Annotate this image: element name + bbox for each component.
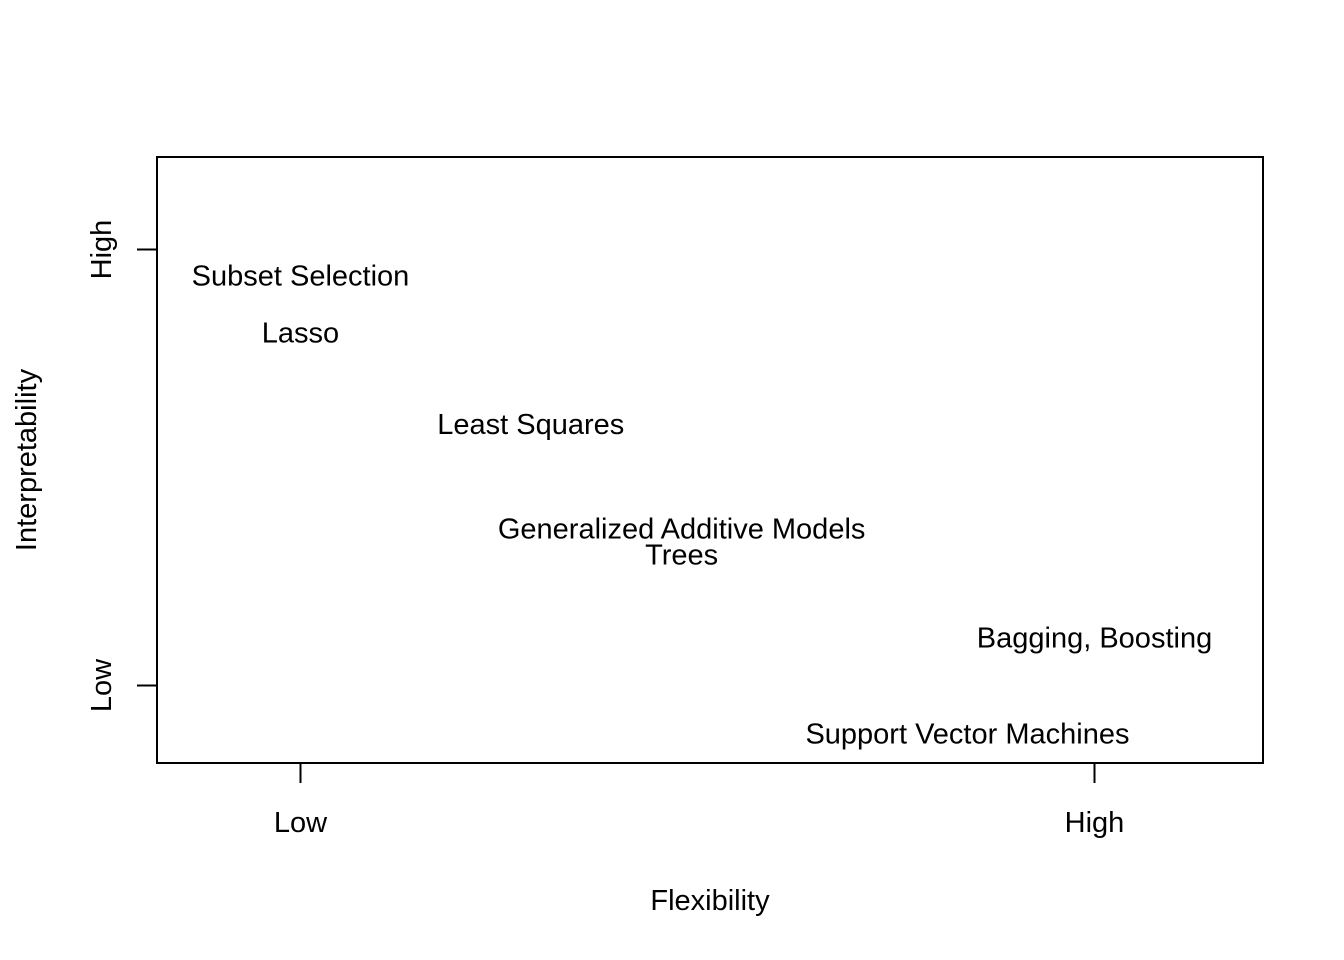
y-axis-title: Interpretability xyxy=(11,368,43,551)
point-label-trees: Trees xyxy=(645,540,718,572)
x-axis-ticks: Low High xyxy=(274,763,1124,839)
point-label-bagging-boosting: Bagging, Boosting xyxy=(977,623,1212,655)
point-label-least-squares: Least Squares xyxy=(437,409,624,441)
point-label-lasso: Lasso xyxy=(262,317,339,349)
y-tick-label-low: Low xyxy=(86,658,118,712)
x-axis-title: Flexibility xyxy=(650,885,770,917)
plot-frame xyxy=(156,156,1264,764)
point-label-generalized-additive-models: Generalized Additive Models xyxy=(498,514,866,546)
y-axis-ticks: Low High xyxy=(86,220,157,712)
point-label-support-vector-machines: Support Vector Machines xyxy=(805,718,1129,750)
x-tick-label-low: Low xyxy=(274,807,328,839)
method-labels: Subset Selection Lasso Least Squares Genera… xyxy=(192,261,1213,751)
point-label-subset-selection: Subset Selection xyxy=(192,261,410,293)
x-tick-label-high: High xyxy=(1065,807,1125,839)
y-tick-label-high: High xyxy=(86,220,118,280)
